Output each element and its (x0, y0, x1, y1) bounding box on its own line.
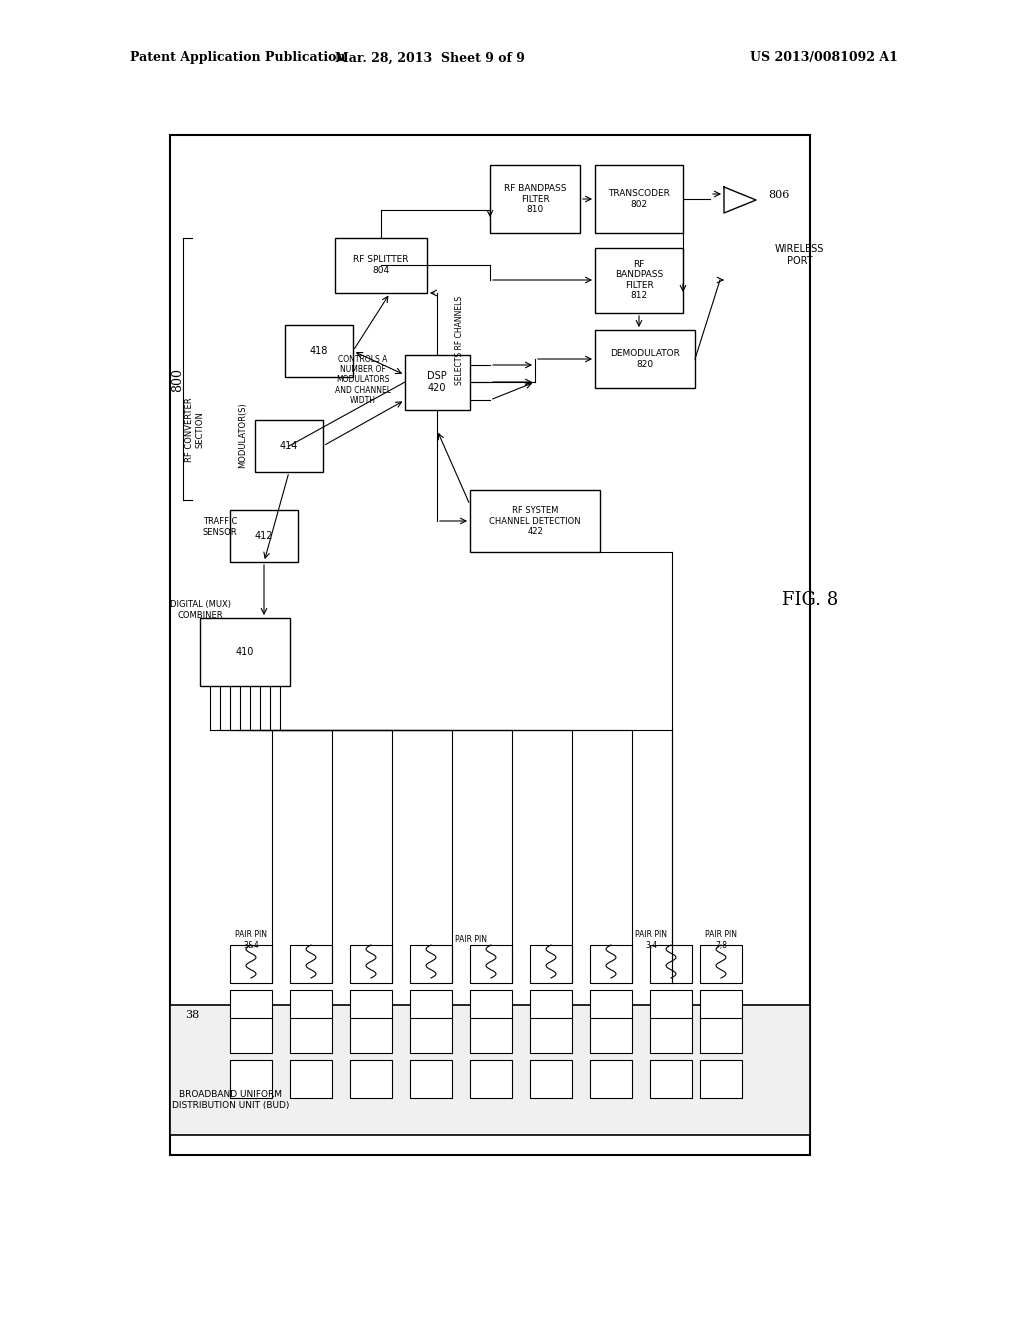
Text: DSP
420: DSP 420 (427, 371, 446, 393)
Text: DIGITAL (MUX)
COMBINER: DIGITAL (MUX) COMBINER (170, 601, 230, 619)
Bar (335, 238, 427, 293)
Bar (230, 510, 298, 562)
Text: RF SPLITTER
804: RF SPLITTER 804 (353, 255, 409, 275)
Bar (700, 1015, 742, 1053)
Bar (350, 1015, 392, 1053)
Text: RF SYSTEM
CHANNEL DETECTION
422: RF SYSTEM CHANNEL DETECTION 422 (489, 506, 581, 536)
Bar (590, 1015, 632, 1053)
Bar (285, 325, 353, 378)
Bar (350, 990, 392, 1018)
Bar (700, 990, 742, 1018)
Polygon shape (724, 187, 756, 213)
Bar (406, 355, 470, 411)
Bar (590, 990, 632, 1018)
Bar (470, 490, 600, 552)
Bar (410, 945, 452, 983)
Bar (650, 1060, 692, 1098)
Bar (700, 945, 742, 983)
Text: 410: 410 (236, 647, 254, 657)
Text: 414: 414 (280, 441, 298, 451)
Bar (650, 1015, 692, 1053)
Text: PAIR PIN
3,4: PAIR PIN 3,4 (635, 931, 667, 949)
Bar (410, 1015, 452, 1053)
Bar (230, 1015, 272, 1053)
Bar (530, 945, 572, 983)
Bar (700, 1060, 742, 1098)
Text: RF BANDPASS
FILTER
810: RF BANDPASS FILTER 810 (504, 183, 566, 214)
Text: DEMODULATOR
820: DEMODULATOR 820 (610, 350, 680, 368)
Bar (255, 420, 323, 473)
Bar (595, 248, 683, 313)
Bar (200, 618, 290, 686)
Bar (590, 1060, 632, 1098)
Bar (490, 165, 580, 234)
Text: Patent Application Publication: Patent Application Publication (130, 51, 345, 65)
Text: 806: 806 (768, 190, 790, 201)
Text: PAIR PIN
7,8: PAIR PIN 7,8 (705, 931, 737, 949)
Text: RF
BANDPASS
FILTER
812: RF BANDPASS FILTER 812 (614, 260, 664, 300)
Text: SELECTS RF CHANNELS: SELECTS RF CHANNELS (456, 296, 465, 384)
Text: WIRELESS
PORT: WIRELESS PORT (775, 244, 824, 265)
Bar (470, 1015, 512, 1053)
Text: 418: 418 (310, 346, 328, 356)
Bar (530, 1060, 572, 1098)
Bar (170, 135, 810, 1155)
Bar (650, 990, 692, 1018)
Text: 800: 800 (171, 368, 184, 392)
Text: CONTROLS A
NUMBER OF
MODULATORS
AND CHANNEL
WIDTH: CONTROLS A NUMBER OF MODULATORS AND CHAN… (335, 355, 391, 405)
Bar (595, 165, 683, 234)
Text: PAIR PIN
3&4: PAIR PIN 3&4 (234, 931, 267, 949)
Bar (410, 1060, 452, 1098)
Bar (230, 990, 272, 1018)
Text: FIG. 8: FIG. 8 (782, 591, 838, 609)
Bar (290, 1015, 332, 1053)
Bar (350, 1060, 392, 1098)
Bar (530, 1015, 572, 1053)
Bar (170, 1005, 810, 1135)
Bar (410, 990, 452, 1018)
Bar (290, 1060, 332, 1098)
Bar (470, 1060, 512, 1098)
Text: TRAFFIC
SENSOR: TRAFFIC SENSOR (203, 517, 238, 537)
Text: TRANSCODER
802: TRANSCODER 802 (608, 189, 670, 209)
Text: MODULATOR(S): MODULATOR(S) (239, 403, 248, 467)
Bar (290, 945, 332, 983)
Bar (590, 945, 632, 983)
Text: BROADBAND UNIFORM
DISTRIBUTION UNIT (BUD): BROADBAND UNIFORM DISTRIBUTION UNIT (BUD… (172, 1090, 290, 1110)
Text: Mar. 28, 2013  Sheet 9 of 9: Mar. 28, 2013 Sheet 9 of 9 (335, 51, 525, 65)
Bar (350, 945, 392, 983)
Bar (230, 1060, 272, 1098)
Bar (470, 990, 512, 1018)
Text: 412: 412 (255, 531, 273, 541)
Text: 38: 38 (185, 1010, 199, 1020)
Bar (470, 945, 512, 983)
Text: PAIR PIN: PAIR PIN (455, 936, 487, 945)
Bar (290, 990, 332, 1018)
Bar (530, 990, 572, 1018)
Bar (595, 330, 695, 388)
Text: US 2013/0081092 A1: US 2013/0081092 A1 (750, 51, 898, 65)
Bar (650, 945, 692, 983)
Text: RF CONVERTER
SECTION: RF CONVERTER SECTION (185, 397, 205, 462)
Bar (230, 945, 272, 983)
